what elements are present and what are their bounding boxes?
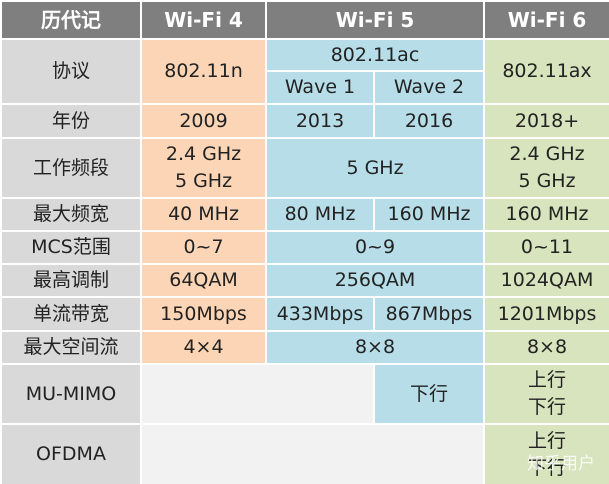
row-label: MCS范围 [0, 230, 142, 265]
cell: 1201Mbps [483, 296, 609, 332]
cell-line: 下行 [527, 456, 566, 479]
cell-line: 上行 [527, 369, 566, 391]
cell: 0~11 [483, 230, 609, 265]
cell-line: 上行 [527, 429, 566, 452]
cell: 80 MHz [265, 197, 375, 232]
row: 单流带宽 150Mbps 433Mbps 867Mbps 1201Mbps [0, 296, 609, 332]
header-row: 历代记 Wi-Fi 4 Wi-Fi 5 Wi-Fi 6 [0, 0, 609, 40]
cell: 802.11ax [483, 38, 609, 105]
cell: 867Mbps [373, 296, 485, 332]
cell: 2018+ [483, 103, 609, 139]
row-label: 单流带宽 [0, 296, 142, 332]
row: OFDMA 上行下行 [0, 423, 609, 484]
cell: 64QAM [140, 263, 267, 298]
cell: 8×8 [265, 330, 485, 365]
cell: 2016 [373, 103, 485, 139]
row: 年份 2009 2013 2016 2018+ [0, 103, 609, 139]
row: 最大空间流 4×4 8×8 8×8 [0, 330, 609, 365]
row-label: 工作频段 [0, 137, 142, 199]
row-label: 最高调制 [0, 263, 142, 298]
cell: 2.4 GHz 5 GHz [140, 137, 267, 199]
cell: 0~9 [265, 230, 485, 265]
row: 最大频宽 40 MHz 80 MHz 160 MHz 160 MHz [0, 197, 609, 232]
cell: 150Mbps [140, 296, 267, 332]
row: Wave 1 Wave 2 [1, 70, 609, 105]
cell-line: 2.4 GHz [509, 143, 585, 165]
empty-cell [140, 363, 375, 425]
row-label: 协议 [0, 38, 142, 105]
cell: 0~7 [140, 230, 267, 265]
cell-line: 2.4 GHz [165, 143, 242, 165]
header-cell: Wi-Fi 5 [265, 0, 485, 40]
row: 工作频段 2.4 GHz 5 GHz 5 GHz 2.4 GHz 5 GHz [0, 137, 609, 199]
row: 最高调制 64QAM 256QAM 1024QAM [0, 263, 609, 298]
cell: 40 MHz [140, 197, 267, 232]
cell: 5 GHz [265, 137, 485, 199]
row-label: 年份 [0, 103, 142, 139]
row: MCS范围 0~7 0~9 0~11 [0, 230, 609, 265]
header-cell: Wi-Fi 4 [140, 0, 267, 40]
cell: Wave 1 [265, 70, 375, 105]
watermark: 知乎用户 [527, 454, 595, 474]
cell-line: 5 GHz [518, 170, 576, 192]
empty-cell [140, 423, 485, 484]
cell: 160 MHz [483, 197, 609, 232]
header-cell: 历代记 [0, 0, 142, 40]
cell: 802.11ac [265, 38, 485, 72]
header-cell: Wi-Fi 6 [483, 0, 609, 40]
cell: 上行 下行 [483, 363, 609, 425]
cell: 433Mbps [265, 296, 375, 332]
row-label: 最大空间流 [0, 330, 142, 365]
row: MU-MIMO 下行 上行 下行 [0, 363, 609, 425]
cell-line: 下行 [527, 396, 566, 418]
cell: 2.4 GHz 5 GHz [483, 137, 609, 199]
row-label: MU-MIMO [0, 363, 142, 425]
cell: 802.11n [140, 38, 267, 105]
cell: 2013 [265, 103, 375, 139]
row-label: OFDMA [0, 423, 142, 484]
cell: 1024QAM [483, 263, 609, 298]
row-label: 最大频宽 [0, 197, 142, 232]
cell: 160 MHz [373, 197, 485, 232]
cell: 4×4 [140, 330, 267, 365]
cell: 下行 [373, 363, 485, 425]
cell: 2009 [140, 103, 267, 139]
row: 协议 802.11n 802.11ac 802.11ax [0, 38, 609, 105]
cell: 8×8 [483, 330, 609, 365]
cell: Wave 2 [373, 70, 485, 105]
cell-line: 5 GHz [174, 170, 233, 192]
cell: 256QAM [265, 263, 485, 298]
